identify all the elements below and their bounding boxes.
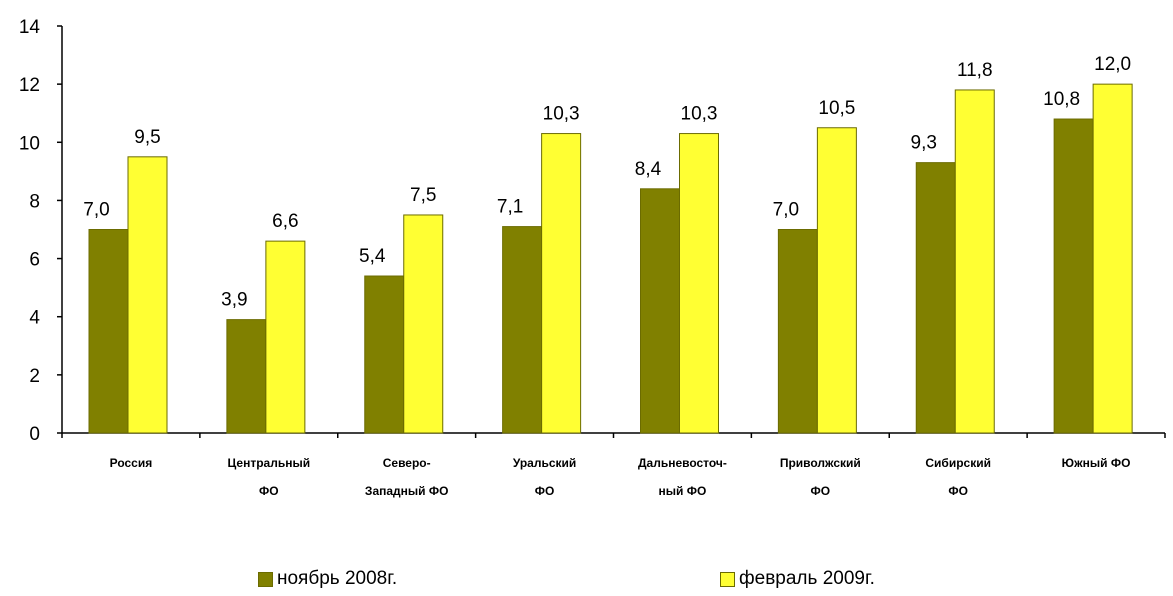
value-label: 8,4 bbox=[635, 159, 662, 180]
y-tick-label: 0 bbox=[29, 424, 40, 445]
x-axis bbox=[61, 432, 1166, 438]
bar-february-2009 bbox=[265, 240, 306, 434]
value-label: 11,8 bbox=[957, 60, 993, 81]
legend-label-november-2008: ноябрь 2008г. bbox=[277, 568, 398, 589]
value-label: 7,5 bbox=[410, 185, 436, 206]
value-label: 6,6 bbox=[272, 211, 298, 232]
y-tick-label: 2 bbox=[29, 366, 40, 387]
bar-february-2009 bbox=[954, 89, 995, 434]
value-label: 9,3 bbox=[911, 133, 937, 154]
bar-november-2008 bbox=[502, 226, 543, 434]
bars bbox=[88, 83, 1133, 434]
value-label: 10,3 bbox=[681, 104, 718, 125]
y-tick-label: 10 bbox=[19, 133, 40, 154]
bar-november-2008 bbox=[777, 229, 818, 434]
category-labels: Россия Центральный ФО Северо- Западный ФО Ура… bbox=[110, 456, 1131, 498]
category-label: Дальневосточ- bbox=[638, 456, 727, 470]
category-label: Южный ФО bbox=[1062, 456, 1131, 470]
category-label: Центральный bbox=[228, 456, 311, 470]
category-label: ФО bbox=[259, 484, 279, 498]
bar-november-2008 bbox=[1053, 118, 1094, 434]
y-axis: 0 2 4 6 8 10 12 14 bbox=[19, 17, 63, 445]
category-label: Приволжский bbox=[780, 456, 861, 470]
value-label: 9,5 bbox=[134, 127, 160, 148]
legend-label-february-2009: февраль 2009г. bbox=[739, 568, 875, 589]
bar-february-2009 bbox=[541, 133, 582, 434]
legend: ноябрь 2008г. февраль 2009г. bbox=[0, 568, 1173, 590]
bar-february-2009 bbox=[816, 127, 857, 434]
category-label: ный ФО bbox=[659, 484, 707, 498]
value-label: 10,3 bbox=[543, 104, 580, 125]
legend-swatch-november-2008 bbox=[258, 571, 273, 587]
y-tick-label: 8 bbox=[29, 191, 40, 212]
legend-item-february-2009: февраль 2009г. bbox=[720, 568, 875, 590]
y-tick-label: 6 bbox=[29, 250, 40, 271]
bar-november-2008 bbox=[226, 319, 267, 434]
category-label: Уральский bbox=[513, 456, 576, 470]
bar-november-2008 bbox=[915, 162, 956, 434]
value-label: 10,5 bbox=[818, 98, 855, 119]
bar-february-2009 bbox=[127, 156, 168, 434]
bar-november-2008 bbox=[640, 188, 680, 434]
legend-swatch-february-2009 bbox=[720, 571, 735, 587]
value-label: 7,1 bbox=[497, 197, 523, 218]
value-label: 10,8 bbox=[1043, 89, 1080, 110]
y-tick-label: 4 bbox=[29, 308, 40, 329]
bar-february-2009 bbox=[1092, 83, 1133, 434]
category-label: ФО bbox=[535, 484, 555, 498]
category-label: Россия bbox=[110, 456, 153, 470]
value-label: 7,0 bbox=[83, 200, 109, 221]
value-labels: 7,0 9,5 3,9 6,6 5,4 7,5 7,1 10,3 8,4 10,3 7,0 10,5 9… bbox=[83, 54, 1131, 310]
bar-november-2008 bbox=[88, 229, 129, 434]
y-tick-label: 14 bbox=[19, 17, 41, 38]
category-label: Западный ФО bbox=[365, 484, 449, 498]
category-label: ФО bbox=[948, 484, 968, 498]
value-label: 12,0 bbox=[1094, 54, 1131, 75]
category-label: Сибирский bbox=[925, 456, 991, 470]
bar-february-2009 bbox=[403, 214, 444, 434]
bar-february-2009 bbox=[679, 133, 719, 434]
legend-item-november-2008: ноябрь 2008г. bbox=[258, 568, 397, 590]
value-label: 7,0 bbox=[773, 200, 799, 221]
category-label: Северо- bbox=[383, 456, 431, 470]
category-label: ФО bbox=[811, 484, 831, 498]
value-label: 3,9 bbox=[221, 290, 247, 311]
value-label: 5,4 bbox=[359, 246, 386, 267]
y-tick-label: 12 bbox=[19, 75, 40, 96]
bar-november-2008 bbox=[364, 275, 405, 434]
